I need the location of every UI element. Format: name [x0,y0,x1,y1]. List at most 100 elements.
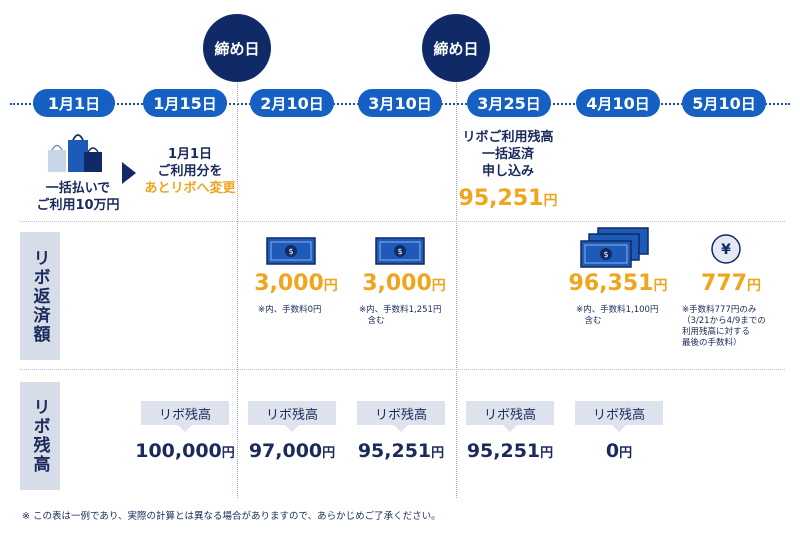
date-day: 25 [503,93,526,113]
balance-tag-apr10: リボ残高 [575,401,663,432]
banknote-icon: $ [375,237,425,265]
event-jan15-line1: 1月1日 [167,147,213,162]
date-day: 10 [394,93,417,113]
row-divider-2 [20,369,785,370]
row-header-balance: リボ残高 [20,382,60,490]
date-month-unit: 月 [164,94,180,113]
date-day-unit: 日 [85,94,101,113]
repayment-may10-note: ※手数料777円のみ （3/21から4/9までの 利用残高に対する 最後の手数料… [682,305,766,348]
balance-tag-mar25: リボ残高 [466,401,554,432]
repayment-mar10-note: ※内、手数料1,251円 含む [359,305,442,326]
event-mar25: リボご利用残高 一括返済 申し込み [452,129,564,180]
date-month: 2 [260,93,272,113]
date-month-unit: 月 [488,94,504,113]
balance-apr10: 0円 [564,440,674,462]
date-day: 10 [286,93,309,113]
balance-mar10: 95,251円 [346,440,456,462]
event-jan1-line1: 一括払いで [45,181,111,196]
closing-day-badge-1: 締め日 [203,14,271,82]
date-month-unit: 月 [703,94,719,113]
balance-amount: 97,000 [248,440,323,462]
date-day: 15 [179,93,202,113]
footnote: ※ この表は一例であり、実際の計算とは異なる場合がありますので、あらかじめご了承… [22,511,441,522]
balance-amount: 100,000 [135,440,222,462]
row-header-repayment: リボ返済額 [20,232,60,360]
date-month-unit: 月 [58,94,74,113]
yen-unit: 円 [543,193,558,209]
date-month: 1 [47,93,59,113]
repayment-apr10-note: ※内、手数料1,100円 含む [576,305,659,326]
event-jan15-line3: あとリボへ変更 [144,181,236,196]
date-pill-mar10: 3 月 10 日 [358,89,442,117]
shopping-bags-icon [48,134,102,172]
date-day-unit: 日 [201,94,217,113]
date-month-unit: 月 [271,94,287,113]
date-pill-jan15: 1 月 15 日 [143,89,227,117]
balance-amount: 0 [605,440,620,462]
event-mar25-amount: 95,251円 [452,186,564,211]
banknote-stack-icon: $ [580,227,649,268]
date-month: 3 [368,93,380,113]
balance-feb10: 97,000円 [237,440,347,462]
event-jan15: 1月1日 ご利用分を あとリボへ変更 [130,146,250,197]
balance-amount: 95,251 [466,440,541,462]
repayment-feb10-note: ※内、手数料0円 [258,305,322,315]
yen-unit: 円 [746,278,761,294]
repayment-amount: 96,351 [568,271,654,296]
date-month: 3 [477,93,489,113]
yen-unit: 円 [221,446,235,461]
yen-unit: 円 [323,278,338,294]
date-month: 4 [586,93,598,113]
yen-unit: 円 [322,446,336,461]
date-month: 5 [692,93,704,113]
arrow-right-icon [122,162,136,184]
date-day: 10 [718,93,741,113]
date-month-unit: 月 [379,94,395,113]
repayment-amount: 3,000 [362,271,432,296]
closing-divider-2 [456,83,457,498]
event-jan1: 一括払いで ご利用10万円 [28,180,128,214]
balance-tag-jan15: リボ残高 [141,401,229,432]
repayment-amount: 3,000 [254,271,324,296]
date-month-unit: 月 [597,94,613,113]
date-day-unit: 日 [416,94,432,113]
balance-mar25: 95,251円 [455,440,565,462]
date-pill-may10: 5 月 10 日 [682,89,766,117]
event-mar25-line1: リボご利用残高 [462,130,554,145]
date-pill-mar25: 3 月 25 日 [467,89,551,117]
yen-unit: 円 [431,278,446,294]
date-day-unit: 日 [525,94,541,113]
event-jan15-line2: ご利用分を [157,164,223,179]
repayment-mar10: 3,000円 [352,271,456,296]
svg-text:$: $ [603,250,608,259]
event-mar25-line3: 申し込み [481,164,534,179]
closing-divider-1 [237,83,238,498]
date-pill-feb10: 2 月 10 日 [250,89,334,117]
repayment-amount: 777 [701,271,747,296]
svg-text:$: $ [288,247,293,256]
balance-jan15: 100,000円 [130,440,240,462]
event-mar25-line2: 一括返済 [481,147,534,162]
event-mar25-amount-value: 95,251 [458,186,544,211]
yen-symbol: ¥ [721,242,731,258]
balance-tag-feb10: リボ残高 [248,401,336,432]
repayment-feb10: 3,000円 [244,271,348,296]
balance-tag-mar10: リボ残高 [357,401,445,432]
repayment-may10: 777円 [676,271,786,296]
row-divider-1 [20,221,785,222]
yen-unit: 円 [653,278,668,294]
yen-coin-icon: ¥ [711,234,741,264]
balance-amount: 95,251 [357,440,432,462]
repayment-apr10: 96,351円 [566,271,670,296]
banknote-icon: $ [266,237,316,265]
date-day-unit: 日 [740,94,756,113]
date-pill-apr10: 4 月 10 日 [576,89,660,117]
date-month: 1 [153,93,165,113]
date-day-unit: 日 [634,94,650,113]
date-day: 10 [612,93,635,113]
yen-unit: 円 [540,446,554,461]
event-jan1-line2: ご利用10万円 [36,198,120,213]
closing-day-badge-2: 締め日 [422,14,490,82]
svg-text:$: $ [397,247,402,256]
